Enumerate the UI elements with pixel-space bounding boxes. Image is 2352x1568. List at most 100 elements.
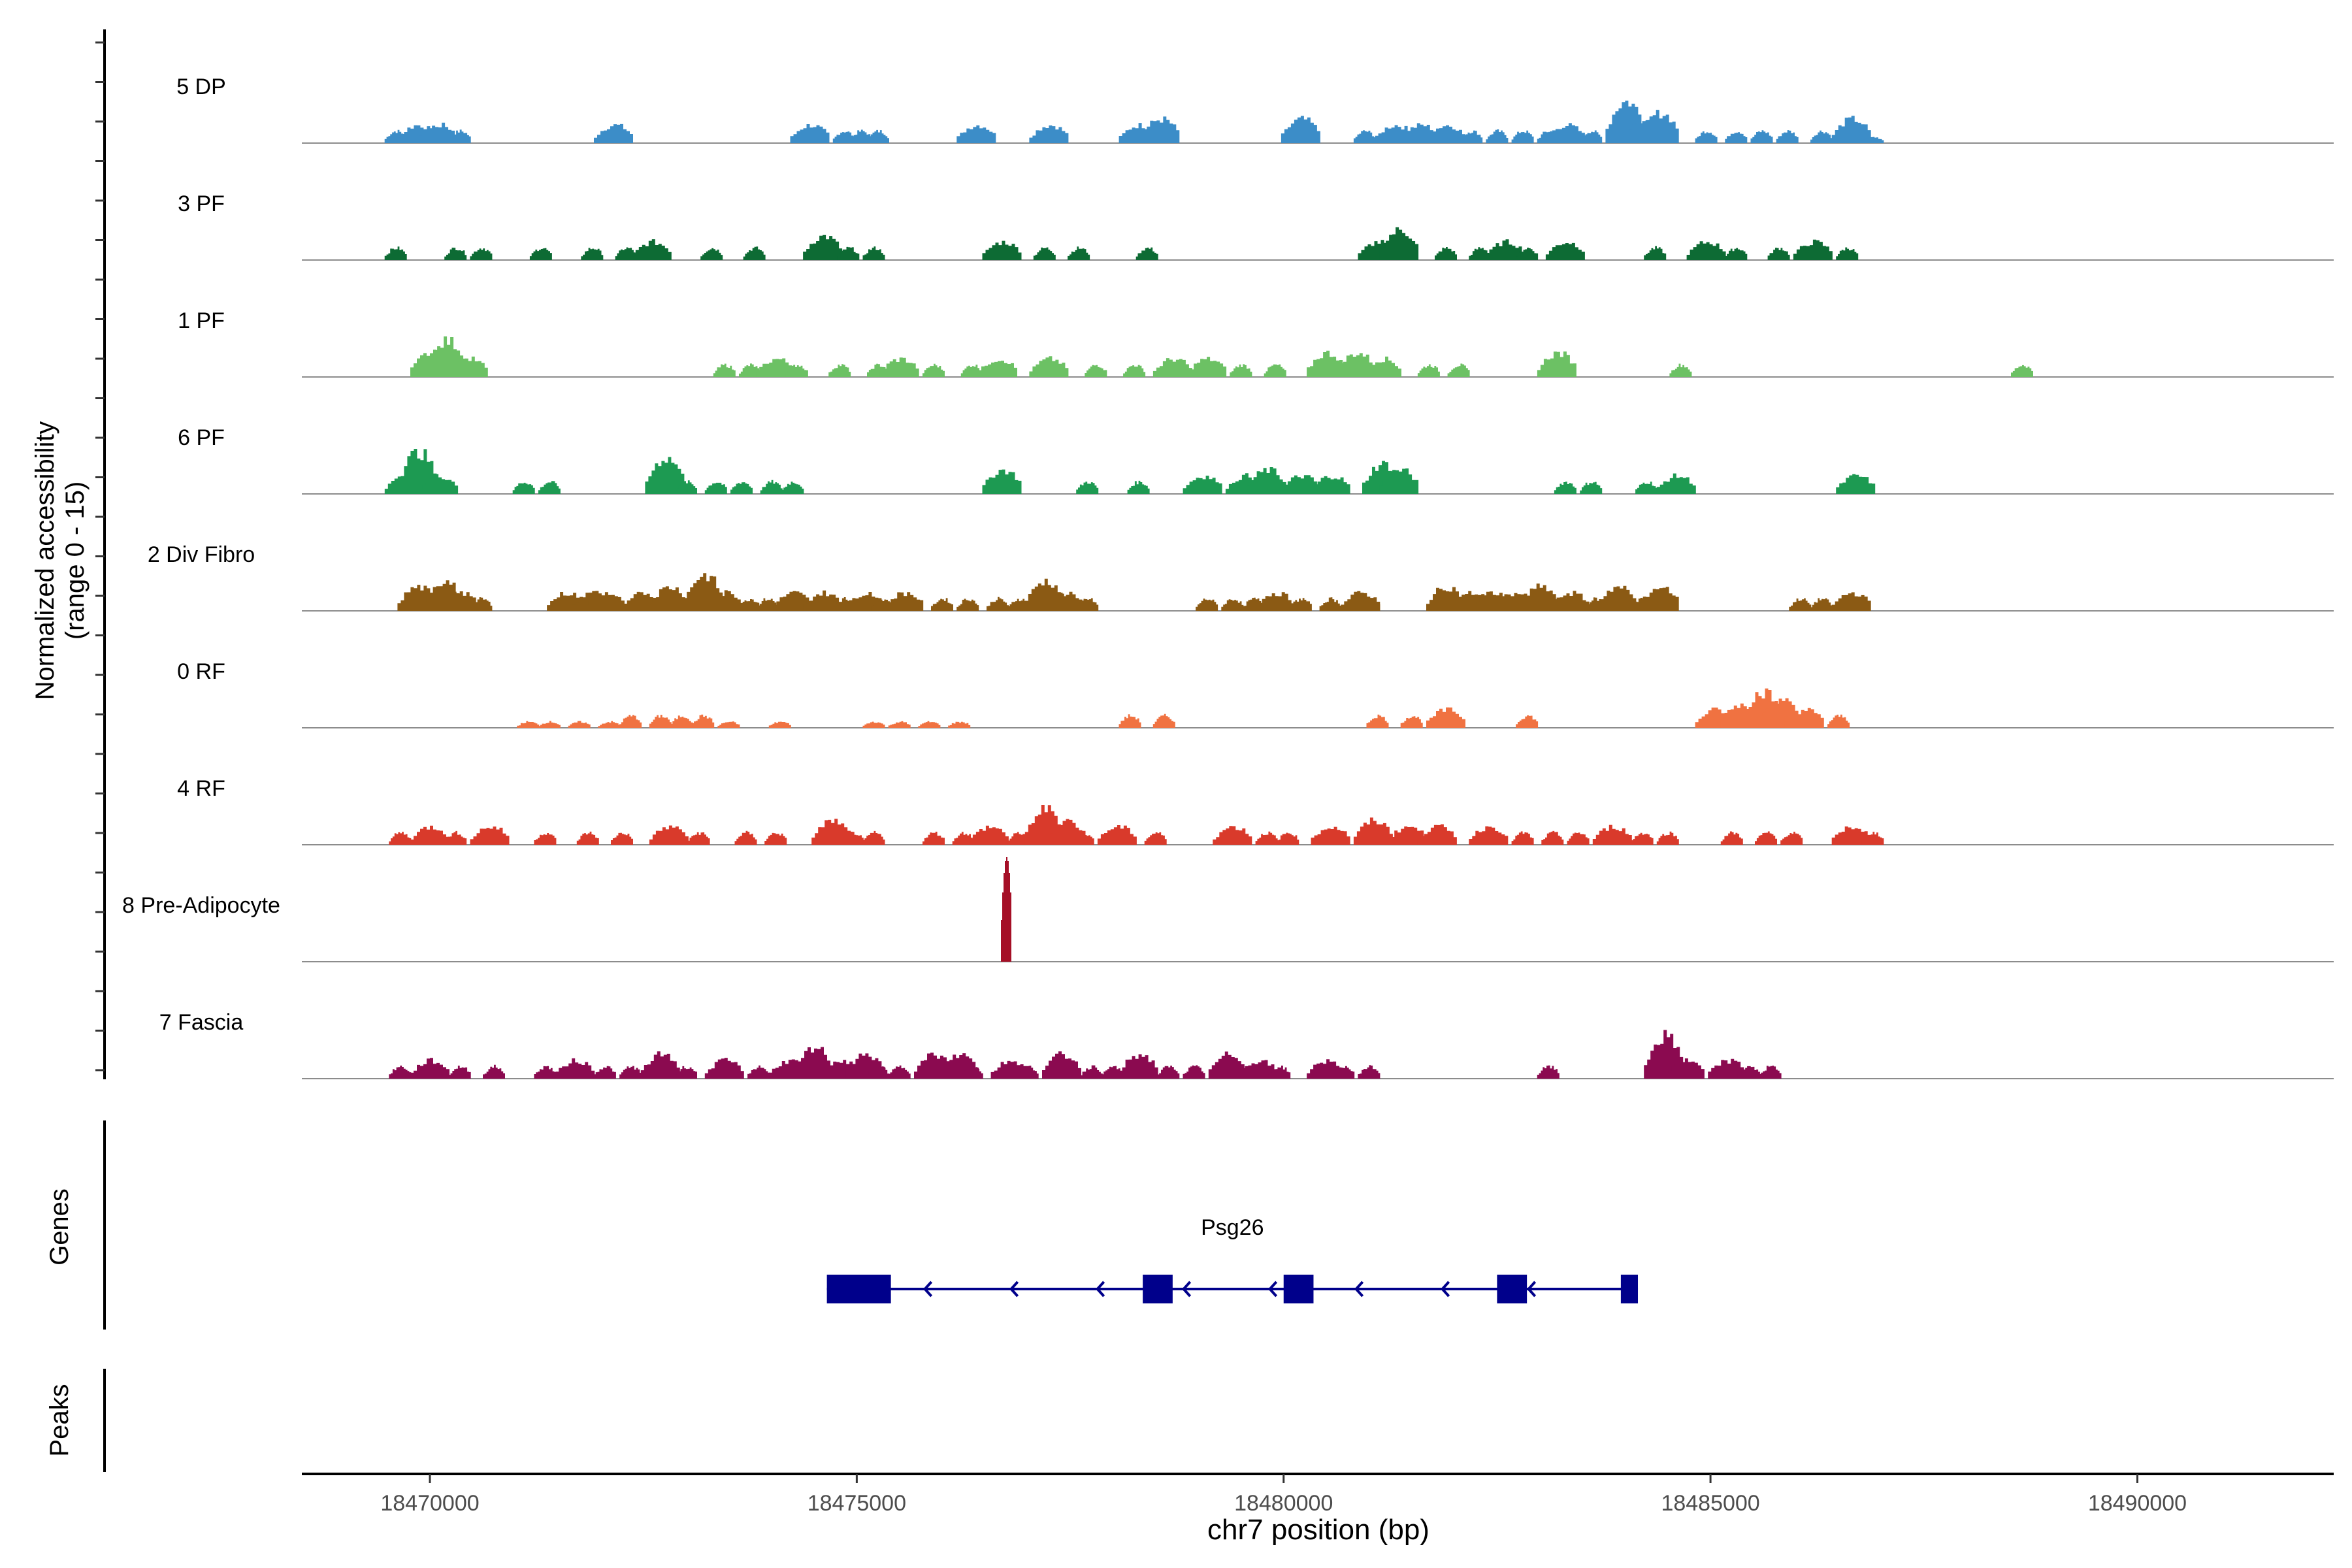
accessibility-peak — [734, 830, 757, 845]
y-axis-label-range: (range 0 - 15) — [61, 482, 90, 640]
accessibility-peak — [534, 833, 557, 845]
accessibility-peak — [1119, 1054, 1158, 1079]
accessibility-peak — [1810, 130, 1833, 143]
accessibility-peak — [879, 357, 919, 377]
accessibility-peak — [619, 715, 642, 728]
accessibility-peak — [419, 122, 459, 143]
accessibility-peak — [1831, 116, 1871, 143]
accessibility-peak — [862, 246, 885, 260]
accessibility-peak — [756, 358, 796, 377]
accessibility-peak — [1366, 714, 1389, 728]
accessibility-peak — [670, 715, 693, 728]
track-label: 8 Pre-Adipocyte — [122, 893, 280, 918]
accessibility-peak — [1708, 1058, 1748, 1079]
track-5-dp: 5 DP — [176, 74, 2334, 144]
accessibility-peak — [1520, 583, 1560, 611]
accessibility-peak — [1656, 473, 1696, 494]
accessibility-peak — [1119, 714, 1141, 728]
accessibility-peak — [739, 599, 761, 611]
track-label: 3 PF — [178, 191, 225, 216]
accessibility-peak — [645, 457, 685, 494]
accessibility-peak — [1686, 241, 1726, 260]
accessibility-peak — [1631, 832, 1654, 845]
strand-arrow-icon — [1440, 1281, 1450, 1298]
accessibility-peak — [1665, 1058, 1705, 1079]
accessibility-peak — [756, 598, 779, 611]
accessibility-peak — [1068, 246, 1090, 260]
accessibility-peak — [1353, 130, 1376, 143]
accessibility-peak — [918, 721, 941, 728]
accessibility-peak — [923, 832, 945, 845]
accessibility-peak — [1208, 1051, 1248, 1079]
x-tick-label: 18475000 — [808, 1491, 906, 1516]
gene-exon — [1143, 1275, 1173, 1303]
accessibility-peak — [410, 1058, 449, 1079]
accessibility-peak — [1469, 826, 1509, 845]
accessibility-peak — [1277, 832, 1299, 845]
accessibility-peak — [760, 480, 783, 494]
accessibility-peak — [1140, 116, 1180, 143]
accessibility-peak — [1644, 246, 1667, 260]
accessibility-peak — [862, 830, 885, 845]
accessibility-peak — [1230, 364, 1252, 377]
accessibility-peak — [803, 235, 843, 260]
x-axis-label: chr7 position (bp) — [1207, 1514, 1429, 1546]
track-8-pre-adipocyte: 8 Pre-Adipocyte — [122, 857, 2334, 962]
accessibility-peak — [982, 240, 1022, 260]
track-label: 6 PF — [178, 425, 225, 450]
accessibility-peak — [785, 365, 808, 377]
accessibility-peak — [1861, 137, 1884, 143]
accessibility-peak — [448, 356, 488, 377]
x-tick-label: 18480000 — [1234, 1491, 1333, 1516]
accessibility-peak — [960, 365, 983, 377]
accessibility-peak — [1545, 242, 1585, 260]
accessibility-peak — [1102, 1066, 1124, 1079]
accessibility-peak — [1537, 1065, 1560, 1079]
accessibility-peak — [2011, 365, 2033, 377]
accessibility-peak — [743, 246, 766, 260]
accessibility-peak — [978, 361, 1017, 377]
accessibility-peak — [687, 832, 710, 845]
strand-arrow-icon — [1181, 1281, 1192, 1298]
accessibility-peak — [1831, 826, 1871, 845]
accessibility-peak — [692, 714, 715, 728]
accessibility-peak — [781, 482, 804, 494]
accessibility-peak — [419, 474, 459, 494]
accessibility-peak — [1152, 358, 1192, 377]
accessibility-peak — [811, 819, 851, 845]
accessibility-peak — [1789, 598, 1812, 611]
accessibility-peak — [538, 481, 561, 494]
strand-arrow-icon — [1354, 1281, 1364, 1298]
accessibility-peak — [470, 826, 510, 845]
accessibility-peak — [632, 239, 672, 260]
accessibility-peak — [704, 590, 744, 611]
accessibility-peak — [704, 482, 727, 494]
accessibility-peak — [1042, 1051, 1081, 1079]
accessibility-peak — [1469, 247, 1492, 260]
accessibility-peak — [1516, 715, 1539, 728]
accessibility-peak — [1238, 1060, 1278, 1079]
accessibility-peak — [1247, 467, 1286, 494]
accessibility-peak — [1029, 125, 1069, 143]
accessibility-peak — [1311, 476, 1350, 494]
accessibility-peak — [1268, 1066, 1291, 1079]
accessibility-peak — [1196, 598, 1218, 611]
accessibility-peak — [1759, 1066, 1782, 1079]
accessibility-peak — [849, 129, 872, 143]
accessibility-peak — [675, 480, 697, 494]
accessibility-peak — [1426, 125, 1465, 143]
accessibility-peak — [1537, 351, 1576, 377]
accessibility-peak — [1639, 110, 1679, 143]
accessibility-peak — [1750, 130, 1773, 143]
accessibility-peak — [1793, 239, 1833, 260]
track-3-pf: 3 PF — [178, 191, 2334, 261]
accessibility-peak — [773, 591, 813, 611]
accessibility-peak — [1836, 247, 1859, 260]
x-tick-label: 18490000 — [2088, 1491, 2187, 1516]
accessibility-peak — [1780, 832, 1803, 845]
accessibility-peak — [440, 591, 480, 611]
accessibility-peak — [1353, 817, 1393, 845]
track-2-div-fibro: 2 Div Fibro — [148, 542, 2334, 612]
accessibility-peak — [1183, 476, 1222, 494]
